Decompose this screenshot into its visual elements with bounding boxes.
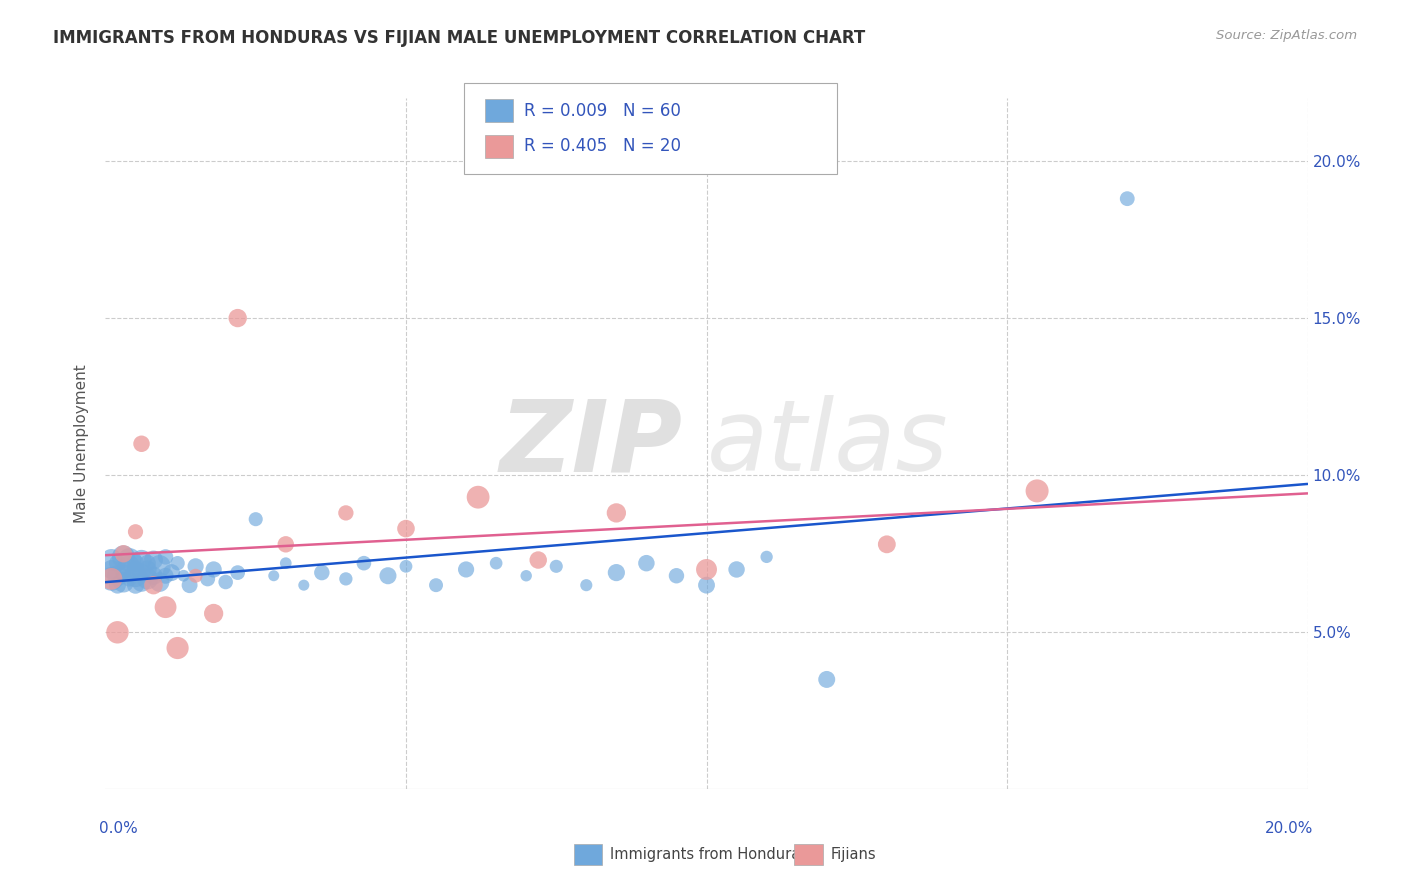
Point [755, 549, 778, 564]
Point [665, 568, 688, 582]
Point [202, 607, 225, 621]
Point [184, 559, 207, 574]
Point [131, 437, 153, 451]
Point [395, 559, 418, 574]
Point [131, 575, 153, 590]
Text: R = 0.009   N = 60: R = 0.009 N = 60 [524, 102, 682, 120]
Text: Fijians: Fijians [831, 847, 876, 862]
Point [107, 568, 129, 582]
Text: Source: ZipAtlas.com: Source: ZipAtlas.com [1216, 29, 1357, 42]
Point [425, 578, 447, 592]
Point [173, 568, 195, 582]
Text: 20.0%: 20.0% [1265, 821, 1313, 836]
Point [142, 578, 165, 592]
Text: atlas: atlas [707, 395, 948, 492]
Point [107, 578, 129, 592]
Point [546, 559, 568, 574]
Point [124, 524, 146, 539]
Point [166, 556, 188, 570]
Point [1026, 483, 1049, 498]
Text: IMMIGRANTS FROM HONDURAS VS FIJIAN MALE UNEMPLOYMENT CORRELATION CHART: IMMIGRANTS FROM HONDURAS VS FIJIAN MALE … [53, 29, 866, 46]
Point [155, 549, 177, 564]
Point [335, 572, 357, 586]
Point [605, 506, 627, 520]
Point [100, 572, 122, 586]
Point [226, 566, 249, 580]
Text: R = 0.405   N = 20: R = 0.405 N = 20 [524, 137, 682, 155]
Text: ZIP: ZIP [499, 395, 682, 492]
Y-axis label: Male Unemployment: Male Unemployment [75, 365, 90, 523]
Point [155, 568, 177, 582]
Point [245, 512, 267, 526]
Point [124, 562, 146, 576]
Point [335, 506, 357, 520]
Point [876, 537, 898, 551]
Point [100, 553, 122, 567]
Point [515, 568, 537, 582]
Point [184, 568, 207, 582]
Point [100, 572, 122, 586]
Point [226, 311, 249, 326]
Point [377, 568, 399, 582]
Point [274, 556, 297, 570]
Point [118, 559, 141, 574]
Point [142, 568, 165, 582]
Point [485, 556, 508, 570]
Point [124, 556, 146, 570]
Point [202, 562, 225, 576]
Point [197, 572, 219, 586]
Point [136, 562, 159, 576]
Point [112, 547, 135, 561]
Point [311, 566, 333, 580]
Point [274, 537, 297, 551]
Point [166, 640, 188, 655]
Point [263, 568, 285, 582]
Point [148, 559, 170, 574]
Point [107, 556, 129, 570]
Point [527, 553, 550, 567]
Text: 0.0%: 0.0% [100, 821, 138, 836]
Point [155, 600, 177, 615]
Point [454, 562, 477, 576]
Point [148, 575, 170, 590]
Point [124, 568, 146, 582]
Point [467, 490, 489, 504]
Point [112, 575, 135, 590]
Point [136, 572, 159, 586]
Point [353, 556, 375, 570]
Point [136, 556, 159, 570]
Point [214, 575, 236, 590]
Point [696, 578, 718, 592]
Point [696, 562, 718, 576]
Point [395, 522, 418, 536]
Point [118, 553, 141, 567]
Point [160, 566, 183, 580]
Point [100, 562, 122, 576]
Point [575, 578, 598, 592]
Point [142, 553, 165, 567]
Point [107, 625, 129, 640]
Point [1116, 192, 1139, 206]
Point [112, 549, 135, 564]
Point [124, 578, 146, 592]
Point [605, 566, 627, 580]
Point [179, 578, 201, 592]
Point [636, 556, 658, 570]
Point [725, 562, 748, 576]
Text: Immigrants from Honduras: Immigrants from Honduras [610, 847, 808, 862]
Point [112, 566, 135, 580]
Point [131, 553, 153, 567]
Point [131, 566, 153, 580]
Point [815, 673, 838, 687]
Point [292, 578, 315, 592]
Point [118, 572, 141, 586]
